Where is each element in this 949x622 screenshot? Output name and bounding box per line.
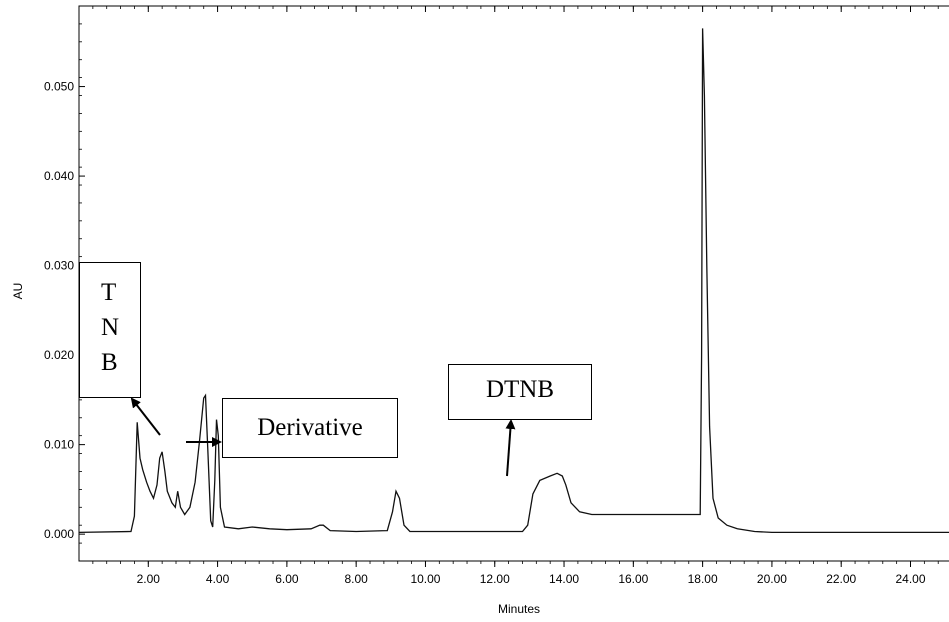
tnb-letter: N	[101, 314, 120, 341]
x-tick-label: 8.00	[344, 572, 368, 586]
y-tick-label: 0.050	[44, 80, 74, 94]
dtnb-arrow	[505, 419, 516, 477]
y-tick-label: 0.000	[44, 527, 74, 541]
x-tick-label: 16.00	[618, 572, 648, 586]
y-tick-label: 0.030	[44, 259, 74, 273]
y-tick-label: 0.010	[44, 438, 74, 452]
y-axis-ticks: 0.000 0.010 0.020 0.030 0.040 0.050	[44, 23, 85, 562]
x-axis-title: Minutes	[498, 602, 540, 616]
derivative-annotation-box: Derivative	[222, 398, 398, 458]
tnb-annotation-box: T N B	[79, 262, 141, 398]
x-tick-label: 2.00	[137, 572, 161, 586]
y-tick-label: 0.020	[44, 348, 74, 362]
x-tick-label: 22.00	[826, 572, 856, 586]
y-axis-title: AU	[11, 283, 25, 300]
x-axis-ticks: 2.00 4.00 6.00 8.00 10.00 12.00 14.00 16.00 18.0…	[92, 6, 939, 586]
x-tick-label: 10.00	[410, 572, 440, 586]
x-tick-label: 14.00	[549, 572, 579, 586]
tnb-arrow	[130, 397, 161, 436]
chromatogram-trace	[78, 28, 949, 534]
tnb-letter: T	[101, 279, 117, 306]
x-tick-label: 4.00	[206, 572, 230, 586]
x-tick-label: 20.00	[757, 572, 787, 586]
x-tick-label: 12.00	[480, 572, 510, 586]
tnb-letter: B	[101, 349, 118, 376]
x-tick-label: 24.00	[895, 572, 925, 586]
x-tick-label: 18.00	[688, 572, 718, 586]
dtnb-annotation-box: DTNB	[448, 364, 592, 420]
x-tick-label: 6.00	[275, 572, 299, 586]
y-tick-label: 0.040	[44, 169, 74, 183]
